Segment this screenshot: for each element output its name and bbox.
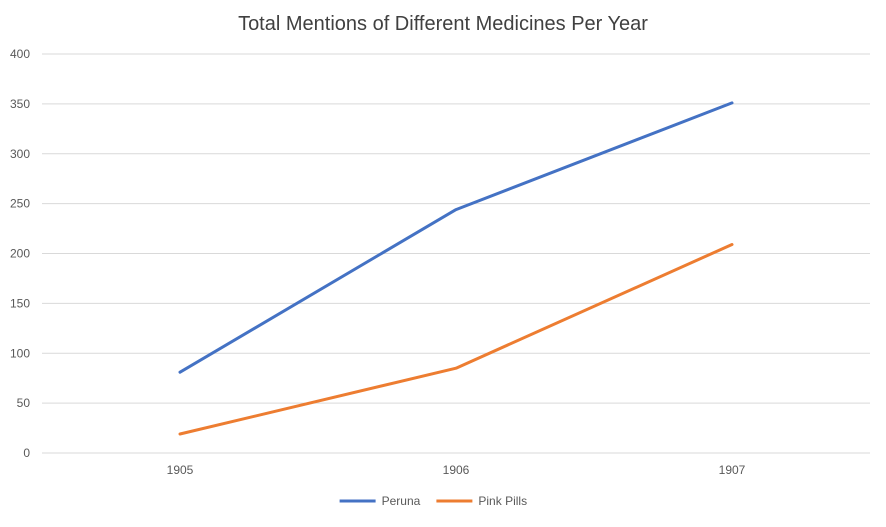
x-axis-ticks: 1905 1906 1907 [167,463,746,477]
chart-title: Total Mentions of Different Medicines Pe… [238,13,648,35]
y-tick-label: 100 [10,346,30,360]
y-tick-label: 400 [10,47,30,61]
y-tick-label: 200 [10,247,30,261]
y-tick-label: 150 [10,296,30,310]
series-line-pink-pills [178,243,734,436]
x-tick-label: 1906 [443,463,470,477]
legend-label-peruna: Peruna [382,494,421,508]
y-tick-label: 0 [23,446,30,460]
series-layer [178,101,734,436]
legend-label-pink-pills: Pink Pills [478,494,527,508]
grid-layer [42,53,870,454]
y-tick-label: 300 [10,147,30,161]
legend: Peruna Pink Pills [339,494,527,508]
y-tick-label: 350 [10,97,30,111]
y-tick-label: 250 [10,197,30,211]
x-tick-label: 1907 [719,463,746,477]
x-tick-label: 1905 [167,463,194,477]
y-axis-ticks: 0 50 100 150 200 250 300 350 400 [10,47,30,460]
series-line-peruna [178,101,734,374]
y-tick-label: 50 [17,396,31,410]
